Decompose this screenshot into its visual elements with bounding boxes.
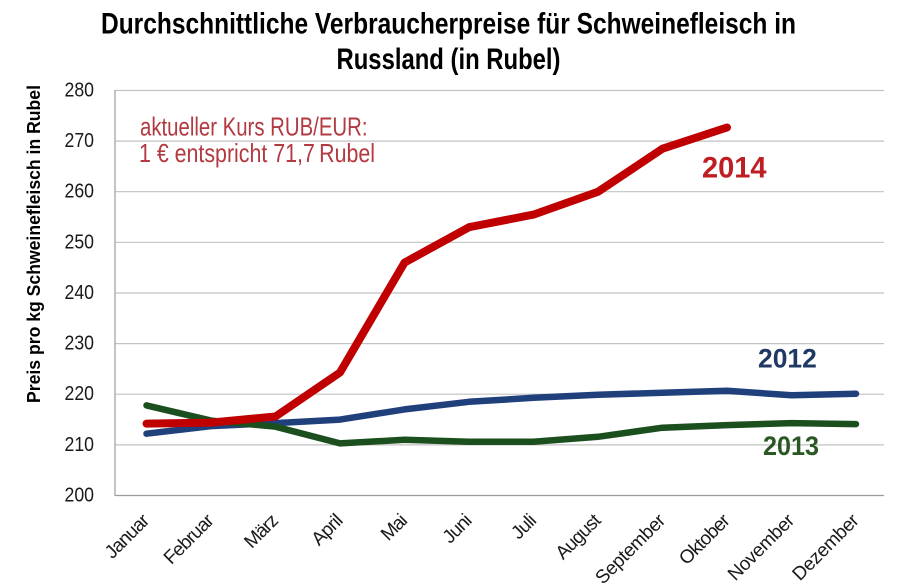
svg-text:240: 240 [65,281,95,304]
svg-text:aktueller Kurs RUB/EUR:: aktueller Kurs RUB/EUR: [140,112,368,142]
svg-text:260: 260 [65,180,95,203]
svg-text:Oktober: Oktober [675,510,735,570]
svg-text:Juli: Juli [507,510,541,544]
svg-text:230: 230 [65,332,95,355]
svg-text:Februar: Februar [160,510,219,569]
svg-text:Preis pro kg Schweinefleisch i: Preis pro kg Schweinefleisch in Rubel [24,85,44,403]
svg-text:270: 270 [65,129,95,152]
svg-text:Mai: Mai [377,510,412,545]
svg-text:2012: 2012 [758,343,817,373]
svg-text:März: März [240,510,283,553]
svg-text:200: 200 [65,484,95,507]
svg-text:250: 250 [65,230,95,253]
svg-text:210: 210 [65,433,95,456]
svg-text:Durchschnittliche Verbraucherp: Durchschnittliche Verbraucherpreise für … [101,7,796,40]
svg-text:September: September [592,510,671,588]
svg-text:Dezember: Dezember [789,510,864,585]
svg-text:November: November [724,510,799,585]
svg-text:1 € entspricht 71,7 Rubel: 1 € entspricht 71,7 Rubel [139,138,375,168]
svg-text:Russland (in Rubel): Russland (in Rubel) [337,43,561,76]
svg-text:Juni: Juni [439,510,477,548]
svg-text:280: 280 [65,79,95,102]
svg-text:August: August [552,510,606,564]
svg-text:220: 220 [65,382,95,405]
svg-text:Januar: Januar [101,510,155,564]
svg-text:2013: 2013 [763,431,819,461]
svg-text:April: April [308,510,348,550]
svg-text:2014: 2014 [702,152,767,185]
